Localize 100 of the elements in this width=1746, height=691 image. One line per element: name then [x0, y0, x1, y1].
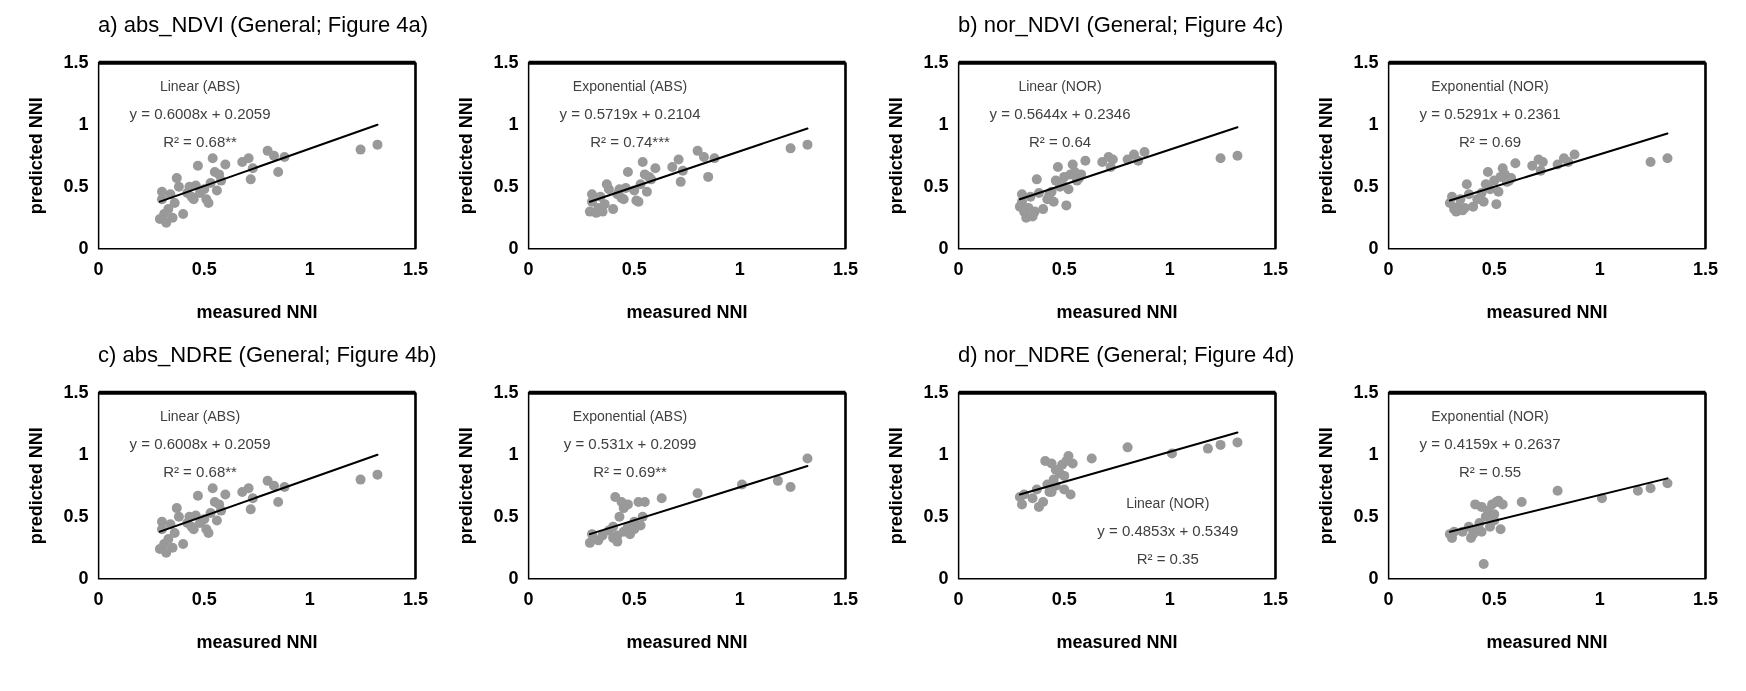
x-tick-label: 1.5	[402, 588, 428, 609]
y-tick-label: 1.5	[1353, 51, 1379, 72]
x-axis-title: measured NNI	[196, 302, 318, 323]
x-tick-label: 1.5	[832, 258, 858, 279]
y-tick-label: 0.5	[923, 505, 949, 526]
x-tick-label: 0	[1383, 588, 1394, 609]
annotation: y = 0.5644x + 0.2346	[989, 105, 1131, 123]
x-axis-title: measured NNI	[1486, 632, 1608, 653]
y-tick-label: 1	[508, 113, 519, 134]
y-axis-title: predicted NNI	[885, 97, 906, 215]
y-tick-label: 0	[78, 567, 89, 588]
annotation: y = 0.5291x + 0.2361	[1419, 105, 1561, 123]
x-tick-label: 0.5	[191, 258, 217, 279]
y-tick-label: 1	[78, 443, 89, 464]
annotation: Exponential (ABS)	[572, 77, 688, 94]
y-tick-label: 0	[938, 567, 949, 588]
annotation: y = 0.4159x + 0.2637	[1419, 435, 1561, 453]
x-tick-label: 0	[953, 588, 964, 609]
x-tick-label: 0.5	[1481, 258, 1507, 279]
y-tick-label: 1.5	[1353, 381, 1379, 402]
x-tick-label: 1	[1594, 588, 1605, 609]
y-tick-label: 0	[508, 567, 519, 588]
y-tick-label: 0.5	[1353, 505, 1379, 526]
x-tick-label: 1	[304, 588, 315, 609]
y-tick-label: 1.5	[63, 381, 89, 402]
y-axis-title: predicted NNI	[25, 97, 46, 215]
y-tick-label: 0.5	[63, 505, 89, 526]
chart-title: a) abs_NDVI (General; Figure 4a)	[98, 12, 429, 37]
y-tick-label: 0	[508, 237, 519, 258]
y-tick-label: 1	[938, 443, 949, 464]
x-tick-label: 1	[734, 258, 745, 279]
x-tick-label: 0	[523, 258, 534, 279]
annotation: R² = 0.69	[1458, 132, 1522, 150]
x-axis-title: measured NNI	[1056, 632, 1178, 653]
y-tick-label: 0	[78, 237, 89, 258]
y-axis-title: predicted NNI	[455, 97, 476, 215]
x-axis-title: measured NNI	[1056, 302, 1178, 323]
chart-title: b) nor_NDVI (General; Figure 4c)	[958, 12, 1284, 37]
y-tick-label: 0.5	[493, 175, 519, 196]
annotation: Linear (ABS)	[159, 407, 241, 424]
x-axis-title: measured NNI	[196, 632, 318, 653]
annotation: R² = 0.68**	[163, 132, 238, 150]
y-tick-label: 1.5	[493, 51, 519, 72]
x-tick-label: 1.5	[1262, 258, 1288, 279]
annotation: R² = 0.68**	[163, 462, 238, 480]
y-axis-title: predicted NNI	[1315, 427, 1336, 545]
x-axis-title: measured NNI	[626, 632, 748, 653]
y-tick-label: 1.5	[923, 51, 949, 72]
annotation: Exponential (NOR)	[1431, 77, 1549, 94]
annotation: y = 0.531x + 0.2099	[563, 435, 697, 453]
x-tick-label: 0	[953, 258, 964, 279]
annotation: R² = 0.55	[1458, 462, 1522, 480]
annotation: Linear (ABS)	[159, 77, 241, 94]
annotation: Exponential (ABS)	[572, 407, 688, 424]
annotation: Linear (NOR)	[1126, 495, 1210, 512]
y-tick-label: 0.5	[1353, 175, 1379, 196]
x-tick-label: 1.5	[402, 258, 428, 279]
x-tick-label: 1	[304, 258, 315, 279]
y-tick-label: 1.5	[63, 51, 89, 72]
annotation: R² = 0.64	[1028, 132, 1092, 150]
annotation: R² = 0.69**	[593, 462, 668, 480]
y-tick-label: 0	[938, 237, 949, 258]
y-tick-label: 0	[1368, 567, 1379, 588]
annotation: y = 0.6008x + 0.2059	[129, 105, 271, 123]
annotation: y = 0.5719x + 0.2104	[559, 105, 701, 123]
x-tick-label: 0	[1383, 258, 1394, 279]
y-axis-title: predicted NNI	[455, 427, 476, 545]
y-tick-label: 1.5	[493, 381, 519, 402]
x-tick-label: 1.5	[1262, 588, 1288, 609]
x-tick-label: 0	[93, 588, 104, 609]
chart-title: d) nor_NDRE (General; Figure 4d)	[958, 342, 1295, 367]
y-tick-label: 0	[1368, 237, 1379, 258]
x-tick-label: 0	[93, 258, 104, 279]
y-tick-label: 1	[508, 443, 519, 464]
x-axis-title: measured NNI	[626, 302, 748, 323]
x-tick-label: 0	[523, 588, 534, 609]
x-tick-label: 0.5	[1481, 588, 1507, 609]
y-axis-title: predicted NNI	[885, 427, 906, 545]
y-tick-label: 1	[1368, 443, 1379, 464]
x-tick-label: 1.5	[832, 588, 858, 609]
y-tick-label: 0.5	[923, 175, 949, 196]
x-tick-label: 0.5	[1051, 258, 1077, 279]
x-tick-label: 1	[734, 588, 745, 609]
x-tick-label: 1	[1164, 258, 1175, 279]
x-tick-label: 1	[1594, 258, 1605, 279]
y-tick-label: 1	[78, 113, 89, 134]
x-tick-label: 1	[1164, 588, 1175, 609]
x-tick-label: 0.5	[1051, 588, 1077, 609]
y-tick-label: 1.5	[923, 381, 949, 402]
y-axis-title: predicted NNI	[1315, 97, 1336, 215]
x-tick-label: 1.5	[1692, 258, 1718, 279]
x-tick-label: 0.5	[621, 258, 647, 279]
chart-title: c) abs_NDRE (General; Figure 4b)	[98, 342, 437, 367]
x-tick-label: 1.5	[1692, 588, 1718, 609]
x-tick-label: 0.5	[621, 588, 647, 609]
annotation: R² = 0.35	[1136, 550, 1199, 568]
annotation: Linear (NOR)	[1018, 77, 1102, 94]
x-tick-label: 0.5	[191, 588, 217, 609]
annotation: Exponential (NOR)	[1431, 407, 1549, 424]
y-tick-label: 0.5	[493, 505, 519, 526]
